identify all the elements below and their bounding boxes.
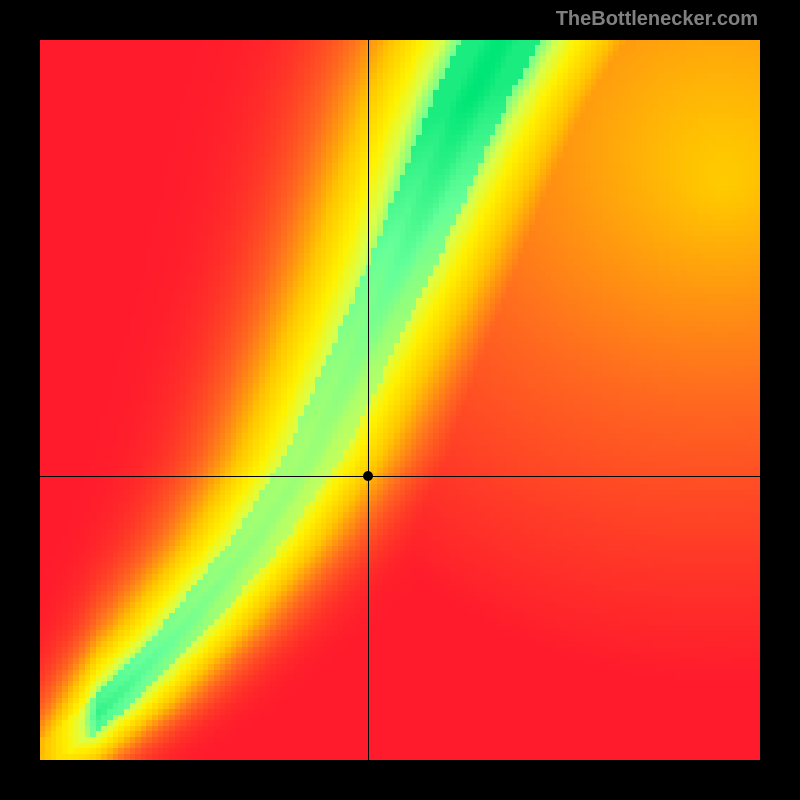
- plot-area: [40, 40, 760, 760]
- watermark-text: TheBottlenecker.com: [556, 8, 758, 31]
- crosshair-horizontal: [40, 476, 760, 477]
- heatmap-canvas: [40, 40, 760, 760]
- crosshair-vertical: [368, 40, 369, 760]
- marker-dot: [363, 471, 373, 481]
